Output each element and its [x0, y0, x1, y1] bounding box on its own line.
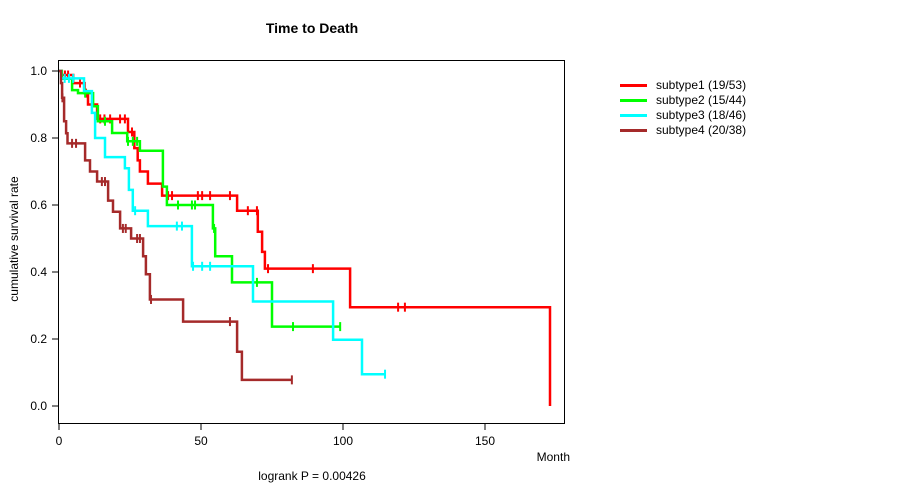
legend-item-subtype1: subtype1 (19/53)	[620, 78, 746, 93]
chart-title: Time to Death	[265, 20, 359, 36]
legend-label: subtype3 (18/46)	[656, 108, 747, 122]
y-tick-label: 0.4	[30, 265, 47, 279]
logrank-pvalue-caption: logrank P = 0.00426	[258, 469, 366, 483]
legend-item-subtype4: subtype4 (20/38)	[620, 123, 746, 138]
legend-line-swatch	[620, 84, 647, 87]
legend: subtype1 (19/53) subtype2 (15/44) subtype3…	[620, 78, 746, 138]
x-tick-label: 150	[475, 434, 495, 448]
y-tick-label: 0.8	[30, 131, 47, 145]
legend-line-swatch	[620, 99, 647, 102]
legend-label: subtype1 (19/53)	[656, 78, 747, 92]
km-curve-subtype4	[59, 69, 292, 382]
x-tick-label: 50	[194, 434, 208, 448]
legend-line-swatch	[620, 129, 647, 132]
x-tick-label: 100	[333, 434, 353, 448]
km-curve-subtype2	[59, 69, 341, 328]
legend-label: subtype2 (15/44)	[656, 93, 747, 107]
legend-label: subtype4 (20/38)	[656, 123, 747, 137]
y-tick-label: 1.0	[30, 64, 47, 78]
legend-line-swatch	[620, 114, 647, 117]
x-axis-label: Month	[536, 450, 570, 464]
legend-item-subtype3: subtype3 (18/46)	[620, 108, 746, 123]
y-tick-label: 0.2	[30, 332, 47, 346]
plot-box	[58, 60, 565, 424]
y-axis-label: cumulative survival rate	[7, 176, 21, 302]
legend-item-subtype2: subtype2 (15/44)	[620, 93, 746, 108]
y-tick-label: 0.6	[30, 198, 47, 212]
km-curve-subtype3	[59, 69, 385, 376]
x-tick-label: 0	[56, 434, 63, 448]
y-tick-label: 0.0	[30, 399, 47, 413]
